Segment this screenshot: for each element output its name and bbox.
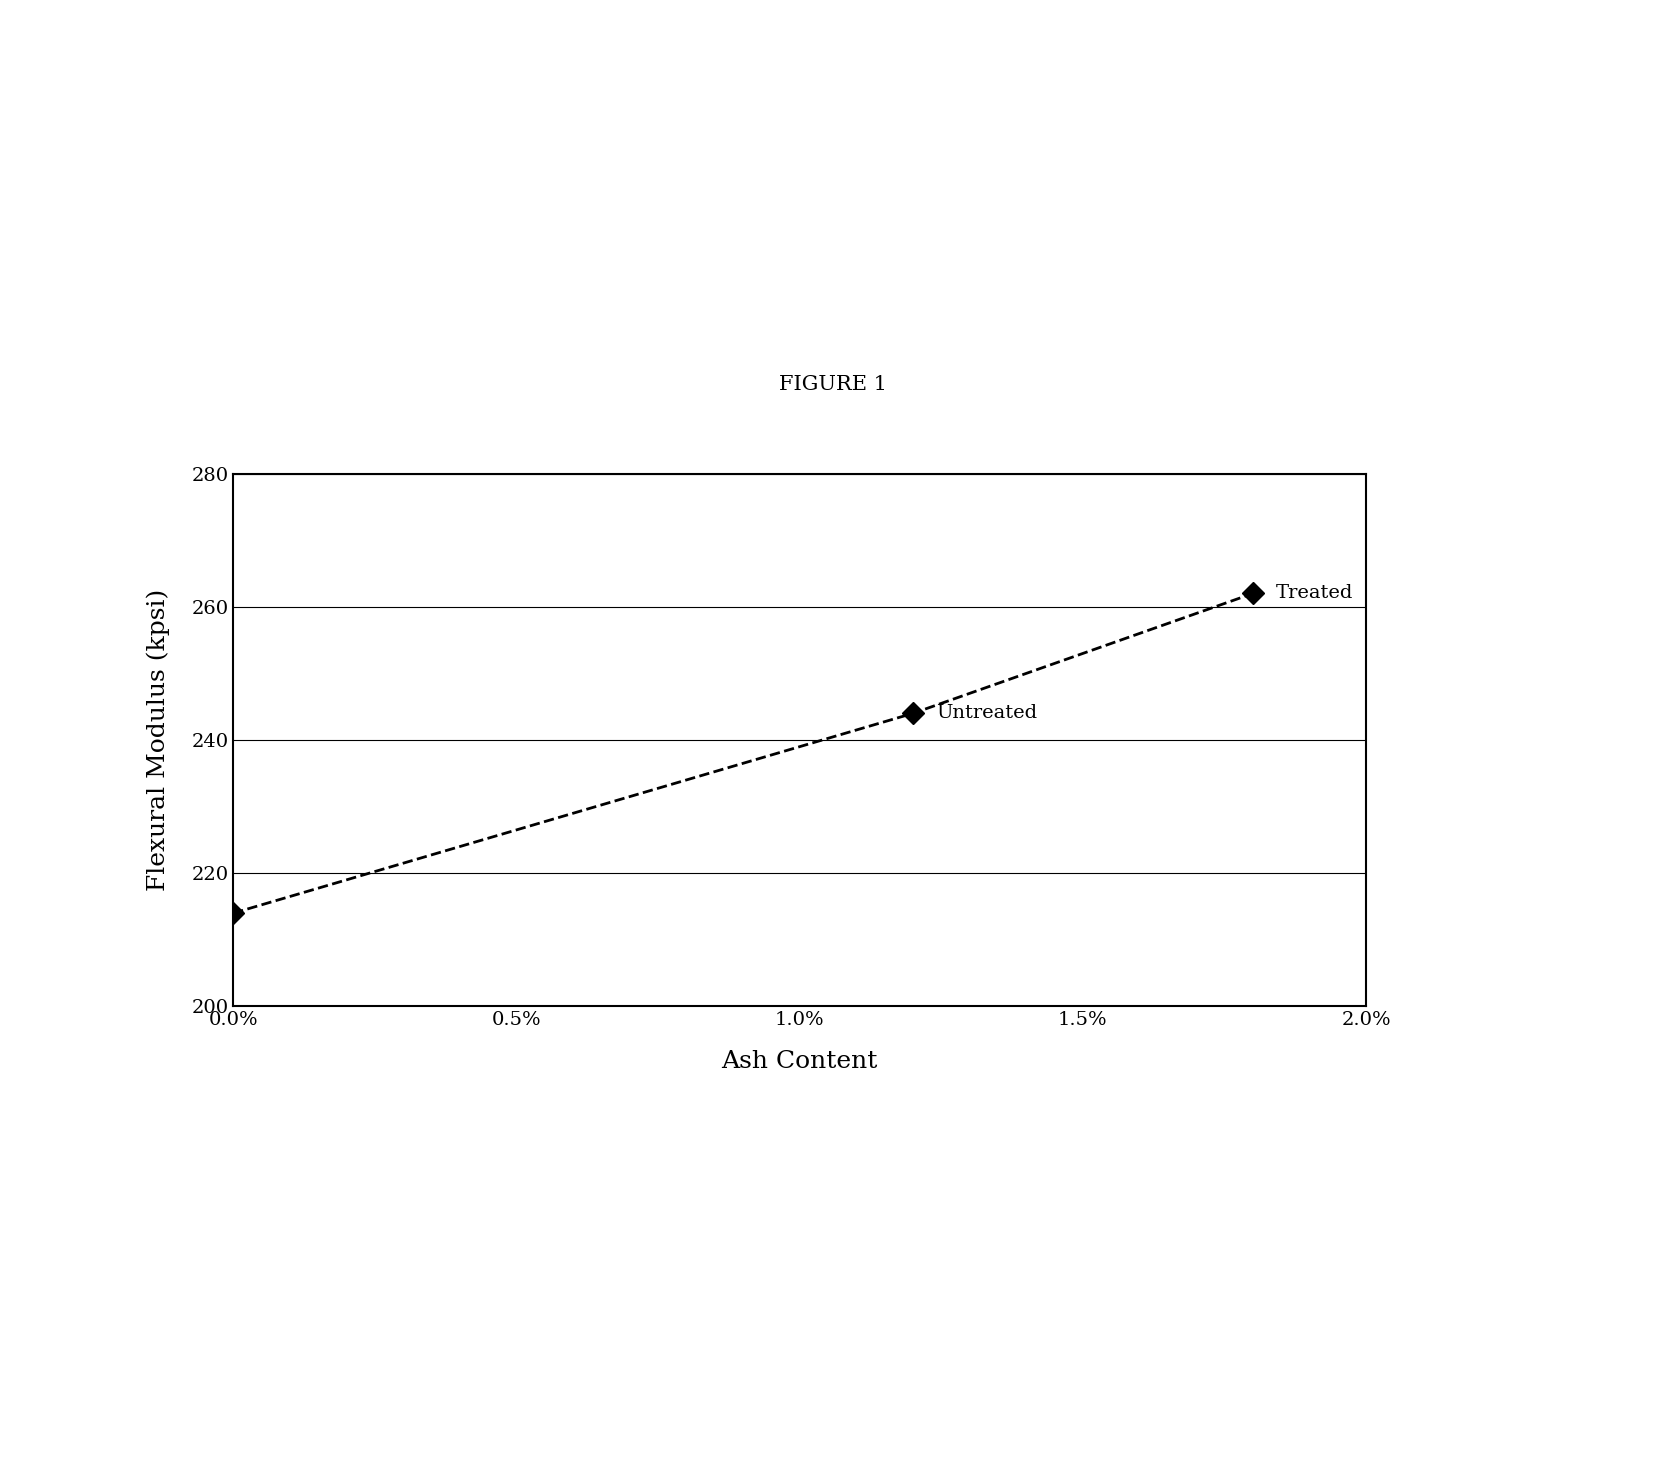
- Text: Treated: Treated: [1276, 585, 1353, 602]
- Text: FIGURE 1: FIGURE 1: [780, 376, 886, 394]
- Text: Untreated: Untreated: [936, 704, 1036, 722]
- X-axis label: Ash Content: Ash Content: [721, 1051, 878, 1073]
- Y-axis label: Flexural Modulus (kpsi): Flexural Modulus (kpsi): [147, 589, 170, 891]
